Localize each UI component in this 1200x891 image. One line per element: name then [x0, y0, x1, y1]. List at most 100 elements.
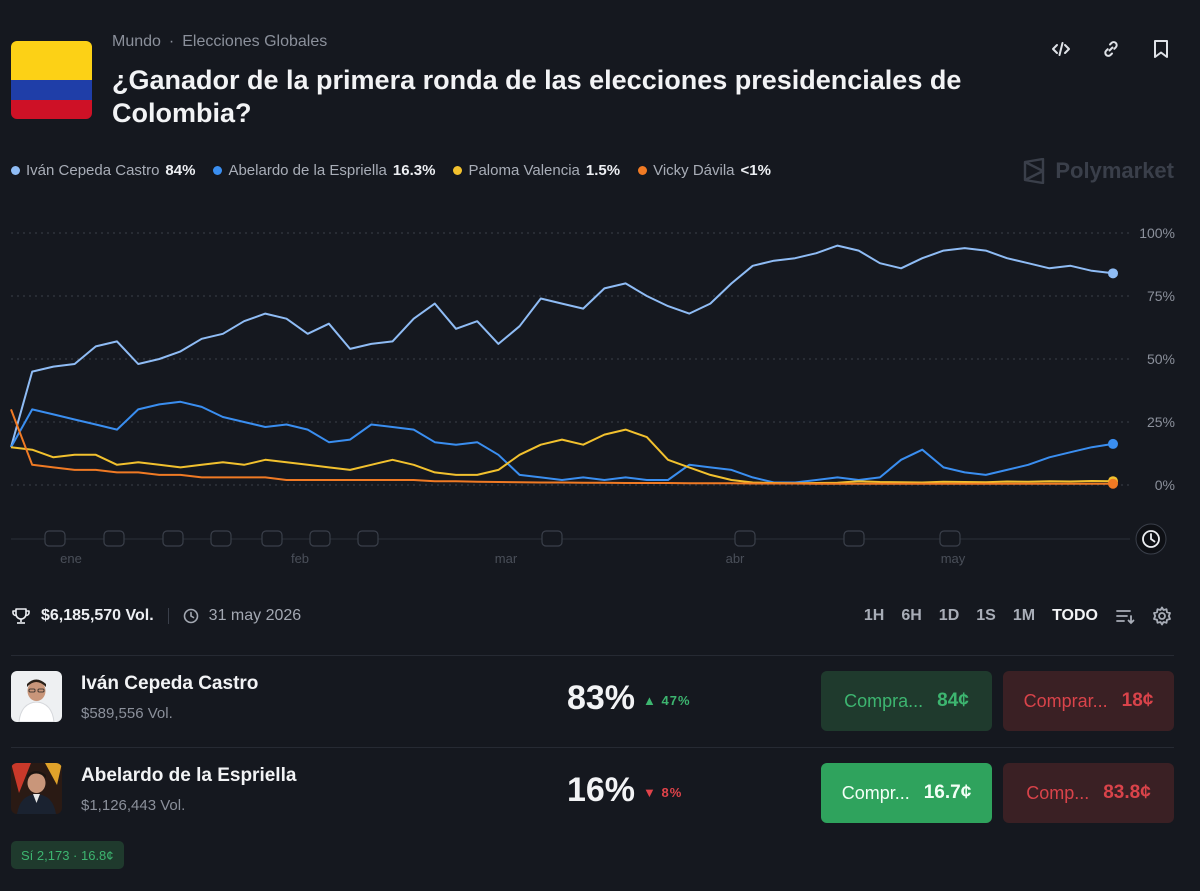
breadcrumb-subcategory[interactable]: Elecciones Globales — [182, 33, 328, 50]
buy-no-button[interactable]: Comp... 83.8¢ — [1003, 763, 1174, 823]
legend-item: Paloma Valencia 1.5% — [453, 162, 620, 179]
filter-list-icon[interactable] — [1115, 606, 1135, 626]
breadcrumb-separator: · — [168, 33, 175, 50]
range-6h[interactable]: 6H — [901, 607, 922, 624]
legend-name: Abelardo de la Espriella — [228, 162, 387, 179]
y-tick-label: 75% — [1147, 288, 1175, 304]
end-date: 31 may 2026 — [208, 607, 302, 624]
buy-no-price: 18¢ — [1121, 690, 1154, 711]
x-tick-label: mar — [495, 551, 518, 566]
breadcrumb-category[interactable]: Mundo — [112, 33, 161, 50]
market-title: ¿Ganador de la primera ronda de las elec… — [112, 65, 962, 128]
legend-item: Iván Cepeda Castro 84% — [11, 162, 195, 179]
range-1h[interactable]: 1H — [863, 607, 885, 624]
change-value: 47% — [661, 693, 691, 708]
legend-dot — [213, 166, 223, 175]
buy-no-label: Comp... — [1026, 782, 1090, 803]
price-chart[interactable]: 100% 75% 50% 25% 0% ene feb mar abr may — [0, 215, 1200, 580]
y-tick-label: 0% — [1155, 477, 1175, 493]
event-marker — [541, 530, 563, 547]
buy-yes-button[interactable]: Compr... 16.7¢ — [821, 763, 992, 823]
series-line — [10, 244, 1114, 448]
triangle-down-icon: ▼ — [643, 785, 662, 800]
buy-no-price: 83.8¢ — [1103, 782, 1151, 803]
event-marker — [843, 530, 865, 547]
avatar — [11, 671, 62, 722]
bookmark-icon[interactable] — [1150, 38, 1172, 60]
outcome-row: Iván Cepeda Castro $589,556 Vol. 83% ▲ 4… — [11, 671, 1175, 751]
total-volume: $6,185,570 Vol. — [41, 607, 154, 624]
polymarket-icon — [1024, 158, 1045, 184]
settings-gear-icon[interactable] — [1152, 606, 1172, 626]
avatar — [11, 763, 62, 814]
outcome-row: Abelardo de la Espriella $1,126,443 Vol.… — [11, 763, 1175, 843]
buy-yes-label: Compr... — [841, 782, 910, 803]
brand-name: Polymarket — [1055, 158, 1174, 183]
series-endpoint — [1108, 478, 1118, 489]
polymarket-logo: Polymarket — [1021, 158, 1174, 184]
legend-name: Vicky Dávila — [653, 162, 735, 179]
y-tick-label: 50% — [1147, 351, 1175, 367]
outcome-name[interactable]: Abelardo de la Espriella — [81, 765, 297, 786]
range-1d[interactable]: 1D — [938, 607, 960, 624]
code-icon[interactable] — [1050, 38, 1072, 60]
outcome-volume: $589,556 Vol. — [81, 705, 173, 722]
legend-dot — [11, 166, 20, 175]
legend-item: Vicky Dávila <1% — [638, 162, 771, 179]
chart-legend: Iván Cepeda Castro 84% Abelardo de la Es… — [11, 162, 771, 179]
series-line — [10, 400, 1114, 484]
event-marker — [44, 530, 66, 547]
event-marker — [734, 530, 756, 547]
event-marker — [162, 530, 184, 547]
series-line — [10, 409, 1113, 485]
trophy-icon — [12, 608, 30, 624]
legend-value: 16.3% — [392, 162, 436, 179]
change-value: 8% — [661, 785, 683, 800]
series-line — [10, 428, 1114, 485]
buy-yes-button[interactable]: Compra... 84¢ — [821, 671, 992, 731]
market-stats: $6,185,570 Vol. 31 may 2026 — [11, 606, 301, 626]
event-marker — [939, 530, 961, 547]
legend-item: Abelardo de la Espriella 16.3% — [213, 162, 435, 179]
time-range-clock-icon[interactable] — [1135, 523, 1167, 555]
divider — [11, 655, 1174, 656]
event-marker — [103, 530, 125, 547]
outcome-probability: 83% — [566, 679, 636, 717]
y-tick-label: 25% — [1147, 414, 1175, 430]
event-marker — [261, 530, 283, 547]
event-marker — [309, 530, 331, 547]
range-1m[interactable]: 1M — [1012, 607, 1036, 624]
legend-name: Iván Cepeda Castro — [26, 162, 160, 179]
outcome-probability: 16% — [566, 771, 636, 809]
outcome-volume: $1,126,443 Vol. — [81, 797, 186, 814]
x-tick-label: abr — [726, 551, 745, 566]
x-tick-label: ene — [60, 551, 82, 566]
buy-no-button[interactable]: Comprar... 18¢ — [1003, 671, 1174, 731]
buy-yes-price: 16.7¢ — [923, 782, 972, 803]
y-tick-label: 100% — [1139, 225, 1175, 241]
range-todo[interactable]: TODO — [1052, 607, 1098, 624]
x-tick-label: may — [941, 551, 966, 566]
buy-no-label: Comprar... — [1023, 690, 1108, 711]
link-icon[interactable] — [1100, 38, 1122, 60]
stats-divider — [167, 608, 169, 624]
time-range-selector: 1H 6H 1D 1S 1M TODO — [864, 606, 1172, 626]
divider — [11, 747, 1174, 748]
legend-value: 84% — [165, 162, 196, 179]
legend-dot — [453, 166, 463, 175]
event-marker — [210, 530, 232, 547]
outcome-change: ▲ 47% — [643, 693, 691, 708]
triangle-up-icon: ▲ — [643, 693, 662, 708]
order-pill[interactable]: Sí 2,173 · 16.8¢ — [11, 841, 124, 869]
event-marker — [357, 530, 379, 547]
breadcrumb: Mundo · Elecciones Globales — [112, 33, 327, 51]
clock-icon — [183, 608, 198, 624]
legend-dot — [638, 166, 648, 175]
buy-yes-label: Compra... — [844, 690, 924, 711]
buy-yes-price: 84¢ — [937, 690, 969, 711]
x-tick-label: feb — [291, 551, 309, 566]
colombia-flag — [11, 41, 92, 119]
range-1s[interactable]: 1S — [976, 607, 996, 624]
outcome-name[interactable]: Iván Cepeda Castro — [81, 673, 259, 694]
legend-value: 1.5% — [585, 162, 621, 179]
